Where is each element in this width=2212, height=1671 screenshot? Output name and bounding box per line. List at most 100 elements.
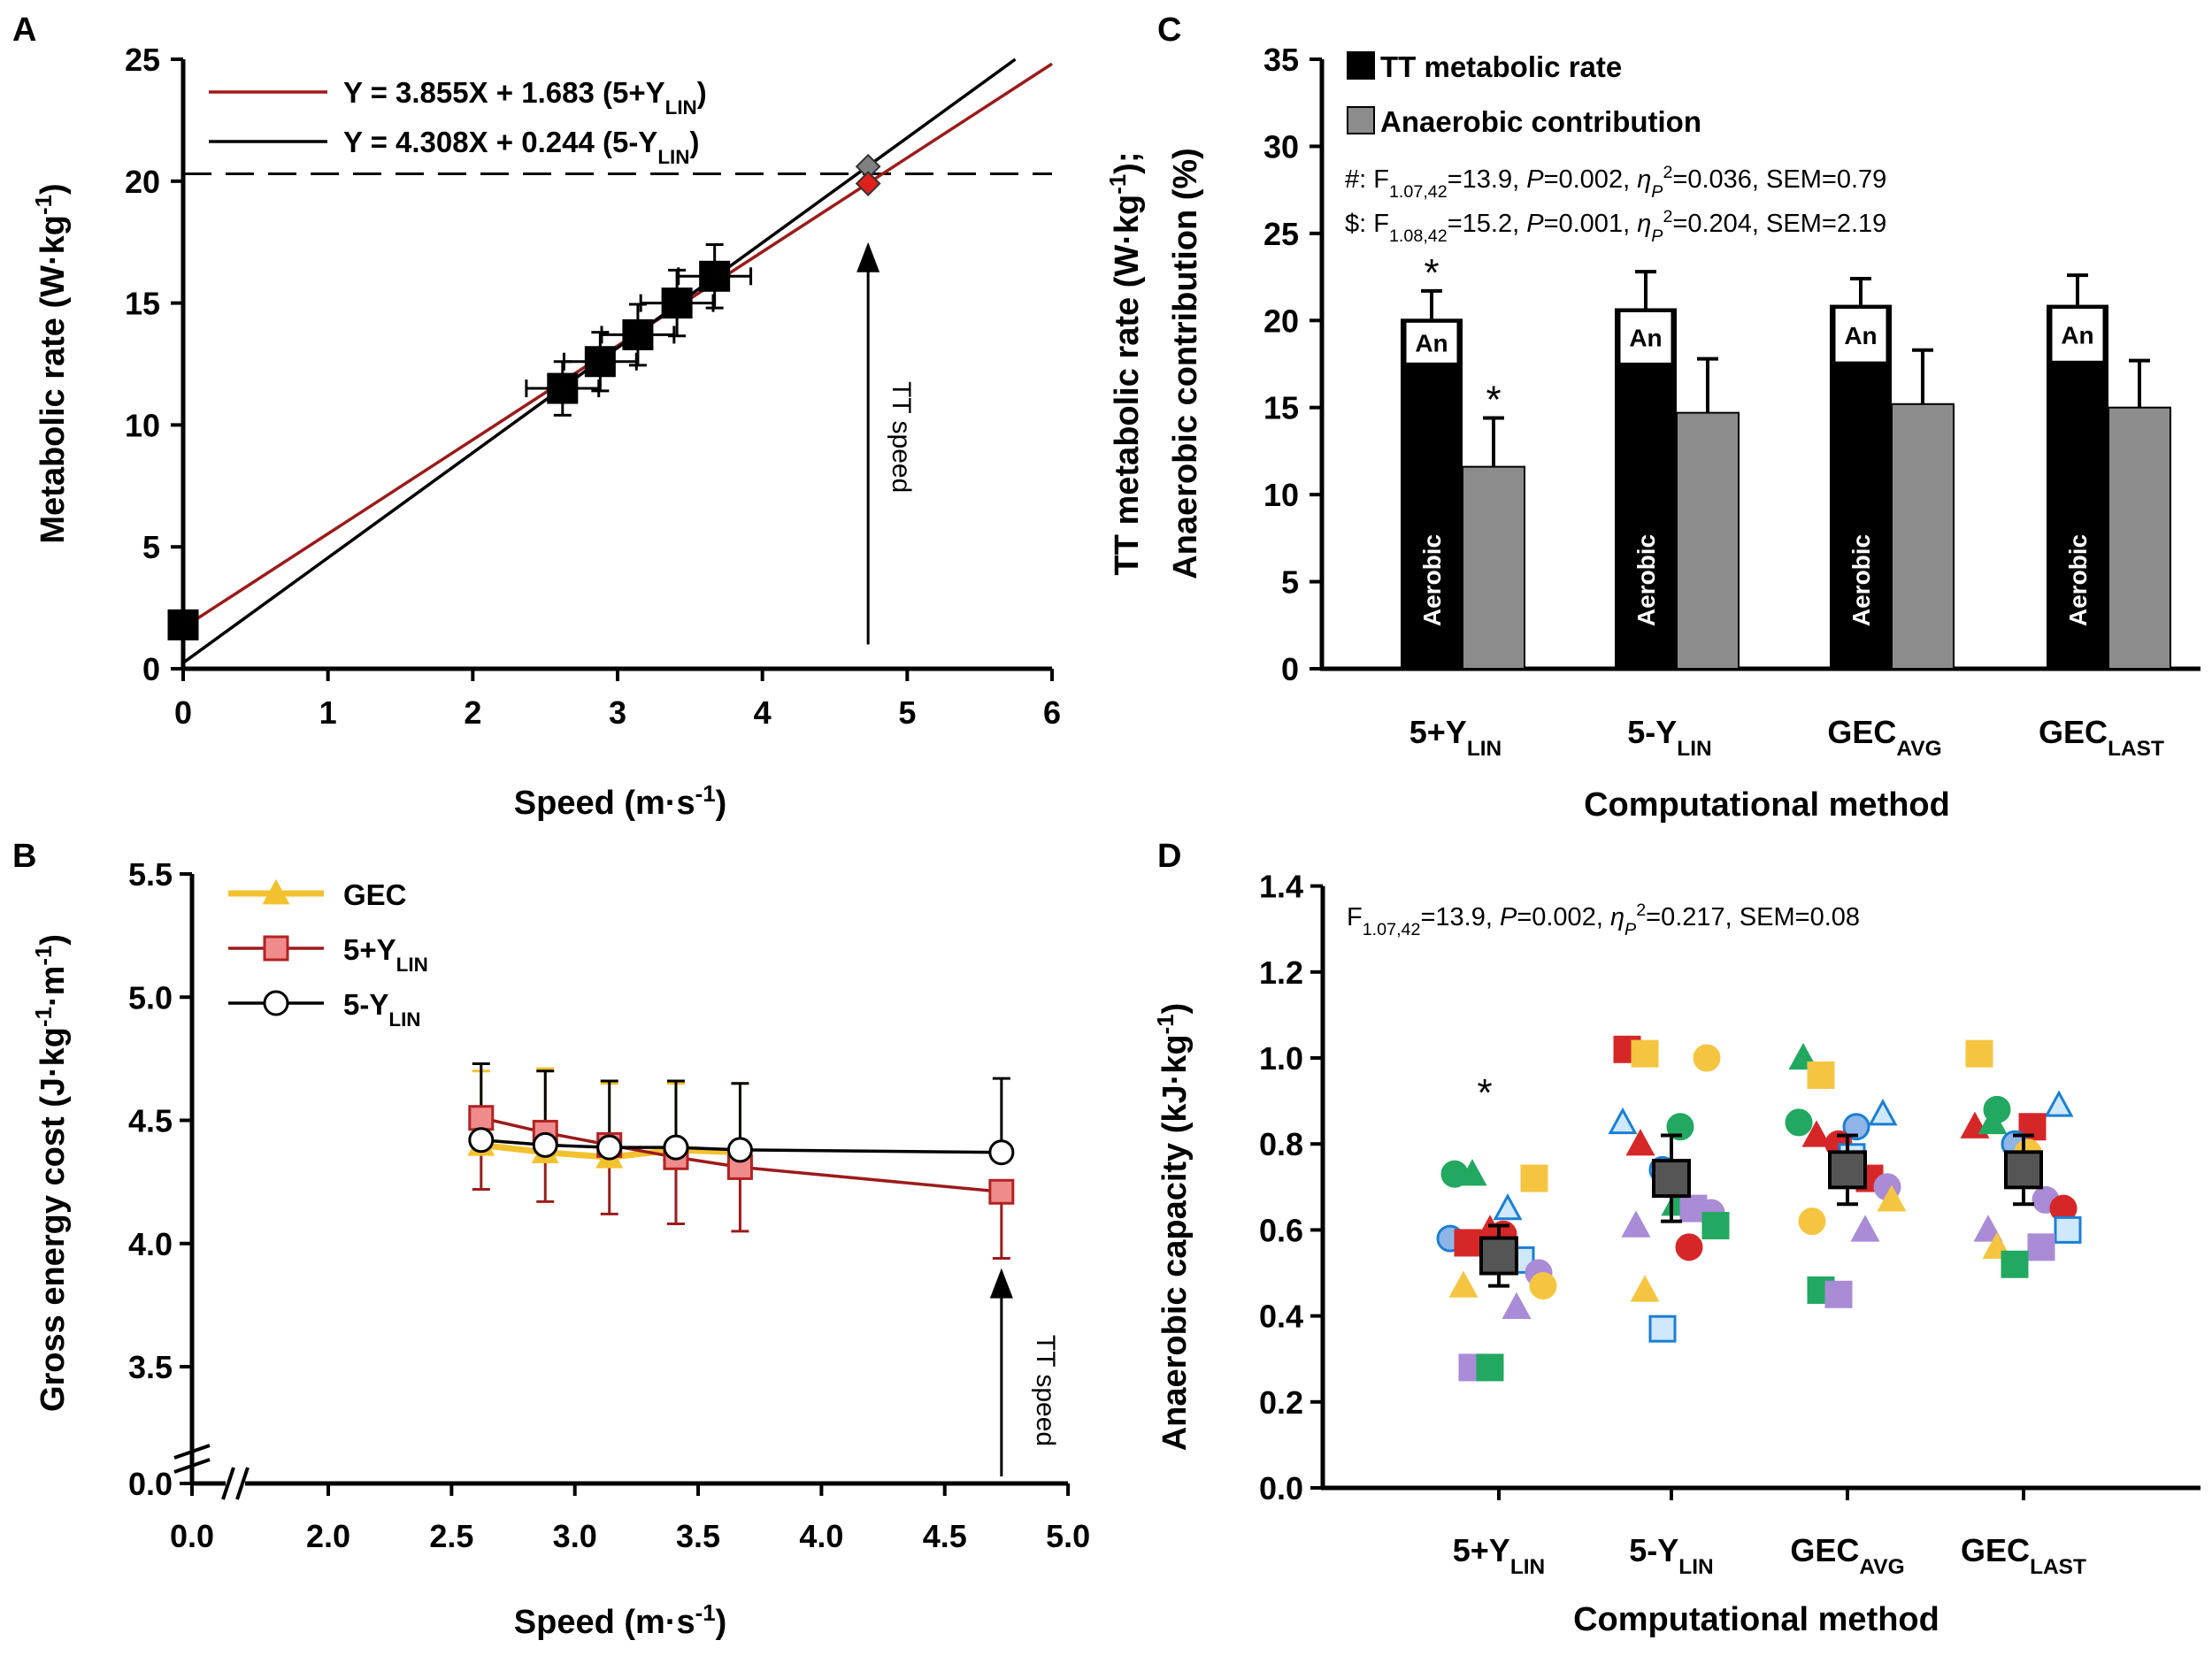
legend-marker [263,990,289,1016]
statistics-annotation-part: =0.002, [1517,903,1610,931]
panel-label-c: C [1157,11,1181,49]
category-label-part: GEC [1827,714,1896,750]
statistics-annotation-part: P [1526,210,1544,238]
x-tick-label: 5.0 [1046,1518,1090,1554]
x-tick-label: 3.5 [676,1518,720,1554]
mean-marker [1828,1150,1867,1190]
y-tick-label: 0.4 [1259,1299,1303,1335]
tt-speed-label: TT speed [1031,1335,1060,1446]
anaerobic-segment-label: An [1844,322,1877,349]
individual-data-point [2018,1113,2047,1141]
x-axis-title-part: Computational method [1584,786,1950,824]
x-tick-label: 6 [1043,694,1061,731]
x-tick-label: 4 [754,694,772,731]
legend-entry-part: ) [697,76,707,109]
series-marker [988,1178,1015,1205]
y-tick-label: 25 [1263,216,1299,252]
anaerobic-segment-label: An [1415,329,1448,356]
legend-entry-part: GEC [343,878,407,911]
statistics-annotation-part: =15.2, [1448,210,1527,238]
y-tick-label: 5.0 [128,979,173,1016]
mean-marker [2004,1150,2043,1190]
statistics-annotation-part: 2 [1663,207,1672,226]
significance-asterisk: * [1424,251,1439,295]
statistics-annotation-part: η [1610,903,1624,931]
individual-data-point [2001,1250,2029,1278]
x-axis-break [221,1467,235,1500]
x-axis-title-part: Computational method [1573,1601,1939,1638]
mean-marker [1652,1159,1691,1199]
panel-d: 0.00.20.40.60.81.01.21.45+YLIN 5-YLIN GECA… [1154,869,2200,1638]
category-label: 5+YLIN [1409,714,1502,761]
statistics-annotation: $: F1.08,42=15.2, P=0.001, ηP2=0.204, SE… [1345,207,1886,246]
legend-marker [262,878,290,905]
bar-anaerobic-contribution [1891,402,1955,670]
y-tick-label: 0.0 [128,1466,173,1502]
y-tick-label: 30 [1263,128,1299,165]
statistics-annotation-part: =0.036, SEM=0.79 [1672,165,1886,194]
y-axis-title-part: Anaerobic contribution (%) [1167,148,1204,579]
y-axis-title-part: -1 [1154,1014,1179,1034]
anaerobic-segment-label: An [1629,324,1662,351]
series-marker [468,1105,495,1131]
y-tick-label: 1.4 [1259,869,1303,905]
category-label-part: 5-Y [1629,1532,1678,1568]
individual-data-point [1824,1280,1853,1308]
data-point [699,260,731,292]
y-tick-label: 10 [1263,477,1299,513]
x-axis-title: Speed (m·s-1) [514,782,726,822]
statistics-annotation-part: η [1637,210,1651,238]
y-axis-title-part: -1 [32,946,57,966]
individual-data-point [1608,1107,1638,1135]
anaerobic-segment-label: An [2061,321,2093,349]
individual-data-point [1648,1315,1677,1343]
aerobic-segment-label: Aerobic [1418,534,1446,626]
statistics-annotation-part: 1.08,42 [1389,226,1448,246]
aerobic-segment-label: Aerobic [1632,534,1660,626]
individual-data-point [1693,1044,1721,1072]
individual-data-point [1529,1272,1557,1300]
y-tick-label: 0 [142,651,160,687]
anaerobic-segment-box [1832,306,1889,364]
individual-data-point [1675,1233,1703,1261]
panel-label-a: A [12,11,36,49]
y-axis-title: Metabolic rate (W·kg-1) [32,183,72,543]
category-label-part: LAST [2030,1555,2086,1579]
individual-data-point [1502,1292,1532,1320]
individual-data-point [1785,1108,1813,1137]
y-tick-label: 5 [1281,564,1299,601]
anaerobic-segment-box [1403,319,1460,365]
panel-label-d: D [1157,838,1181,875]
statistics-annotation-part: F [1347,903,1363,931]
tt-speed-label: TT speed [887,381,916,493]
legend-swatch [1347,51,1375,80]
tt-speed-arrow-head [989,1268,1013,1299]
x-tick-label: 2.0 [306,1518,350,1554]
y-tick-label: 1.2 [1259,954,1303,991]
individual-data-point [1798,1207,1826,1236]
category-label-part: GEC [1961,1532,2030,1568]
y-axis-title: TT metabolic rate (W·kg-1); [1106,152,1146,576]
y-tick-label: 0.0 [1259,1470,1303,1506]
legend-entry: GEC [343,878,407,911]
statistics-annotation-part: =0.002, [1544,165,1638,194]
panel-label-b: B [12,838,36,875]
statistics-annotation-part: η [1637,165,1651,194]
y-tick-label: 20 [1263,303,1299,339]
legend-entry: Y = 4.308X + 0.244 (5-YLIN) [343,126,699,168]
legend-entry: TT metabolic rate [1380,50,1622,83]
category-label-part: LIN [1510,1555,1545,1579]
y-tick-label: 0.6 [1259,1212,1303,1248]
x-tick-label: 5 [898,694,916,731]
y-axis-title-part: ) [1156,1003,1194,1015]
y-tick-label: 25 [125,42,160,78]
category-label-part: AVG [1859,1555,1904,1579]
bar-tt-metabolic-rate [2047,304,2108,669]
category-label-part: GEC [2039,714,2108,750]
significance-asterisk: * [1486,379,1501,422]
data-point [167,609,199,640]
statistics-annotation: F1.07,42=13.9, P=0.002, ηP2=0.217, SEM=0… [1347,901,1860,939]
y-axis-break [173,1444,211,1460]
category-label-part: 5+Y [1409,714,1467,750]
statistics-annotation-part: #: F [1345,165,1389,194]
